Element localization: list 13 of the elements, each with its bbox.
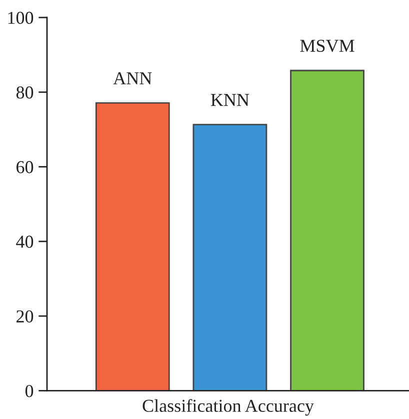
bar bbox=[95, 102, 170, 391]
y-tick-label: 80 bbox=[16, 86, 34, 99]
bar bbox=[192, 124, 268, 391]
y-tick-label: 100 bbox=[8, 12, 34, 24]
x-tick-label: MSVM bbox=[300, 40, 354, 52]
y-tick-label: 60 bbox=[16, 161, 34, 174]
y-tick-label: 20 bbox=[16, 310, 34, 322]
x-axis-title: Classification Accuracy bbox=[142, 399, 314, 416]
y-tick-label: 40 bbox=[16, 236, 34, 248]
y-tick-label: 0 bbox=[25, 384, 34, 398]
x-tick-label: KNN bbox=[210, 94, 250, 106]
x-tick-label: ANN bbox=[113, 72, 152, 84]
bar bbox=[290, 70, 364, 391]
